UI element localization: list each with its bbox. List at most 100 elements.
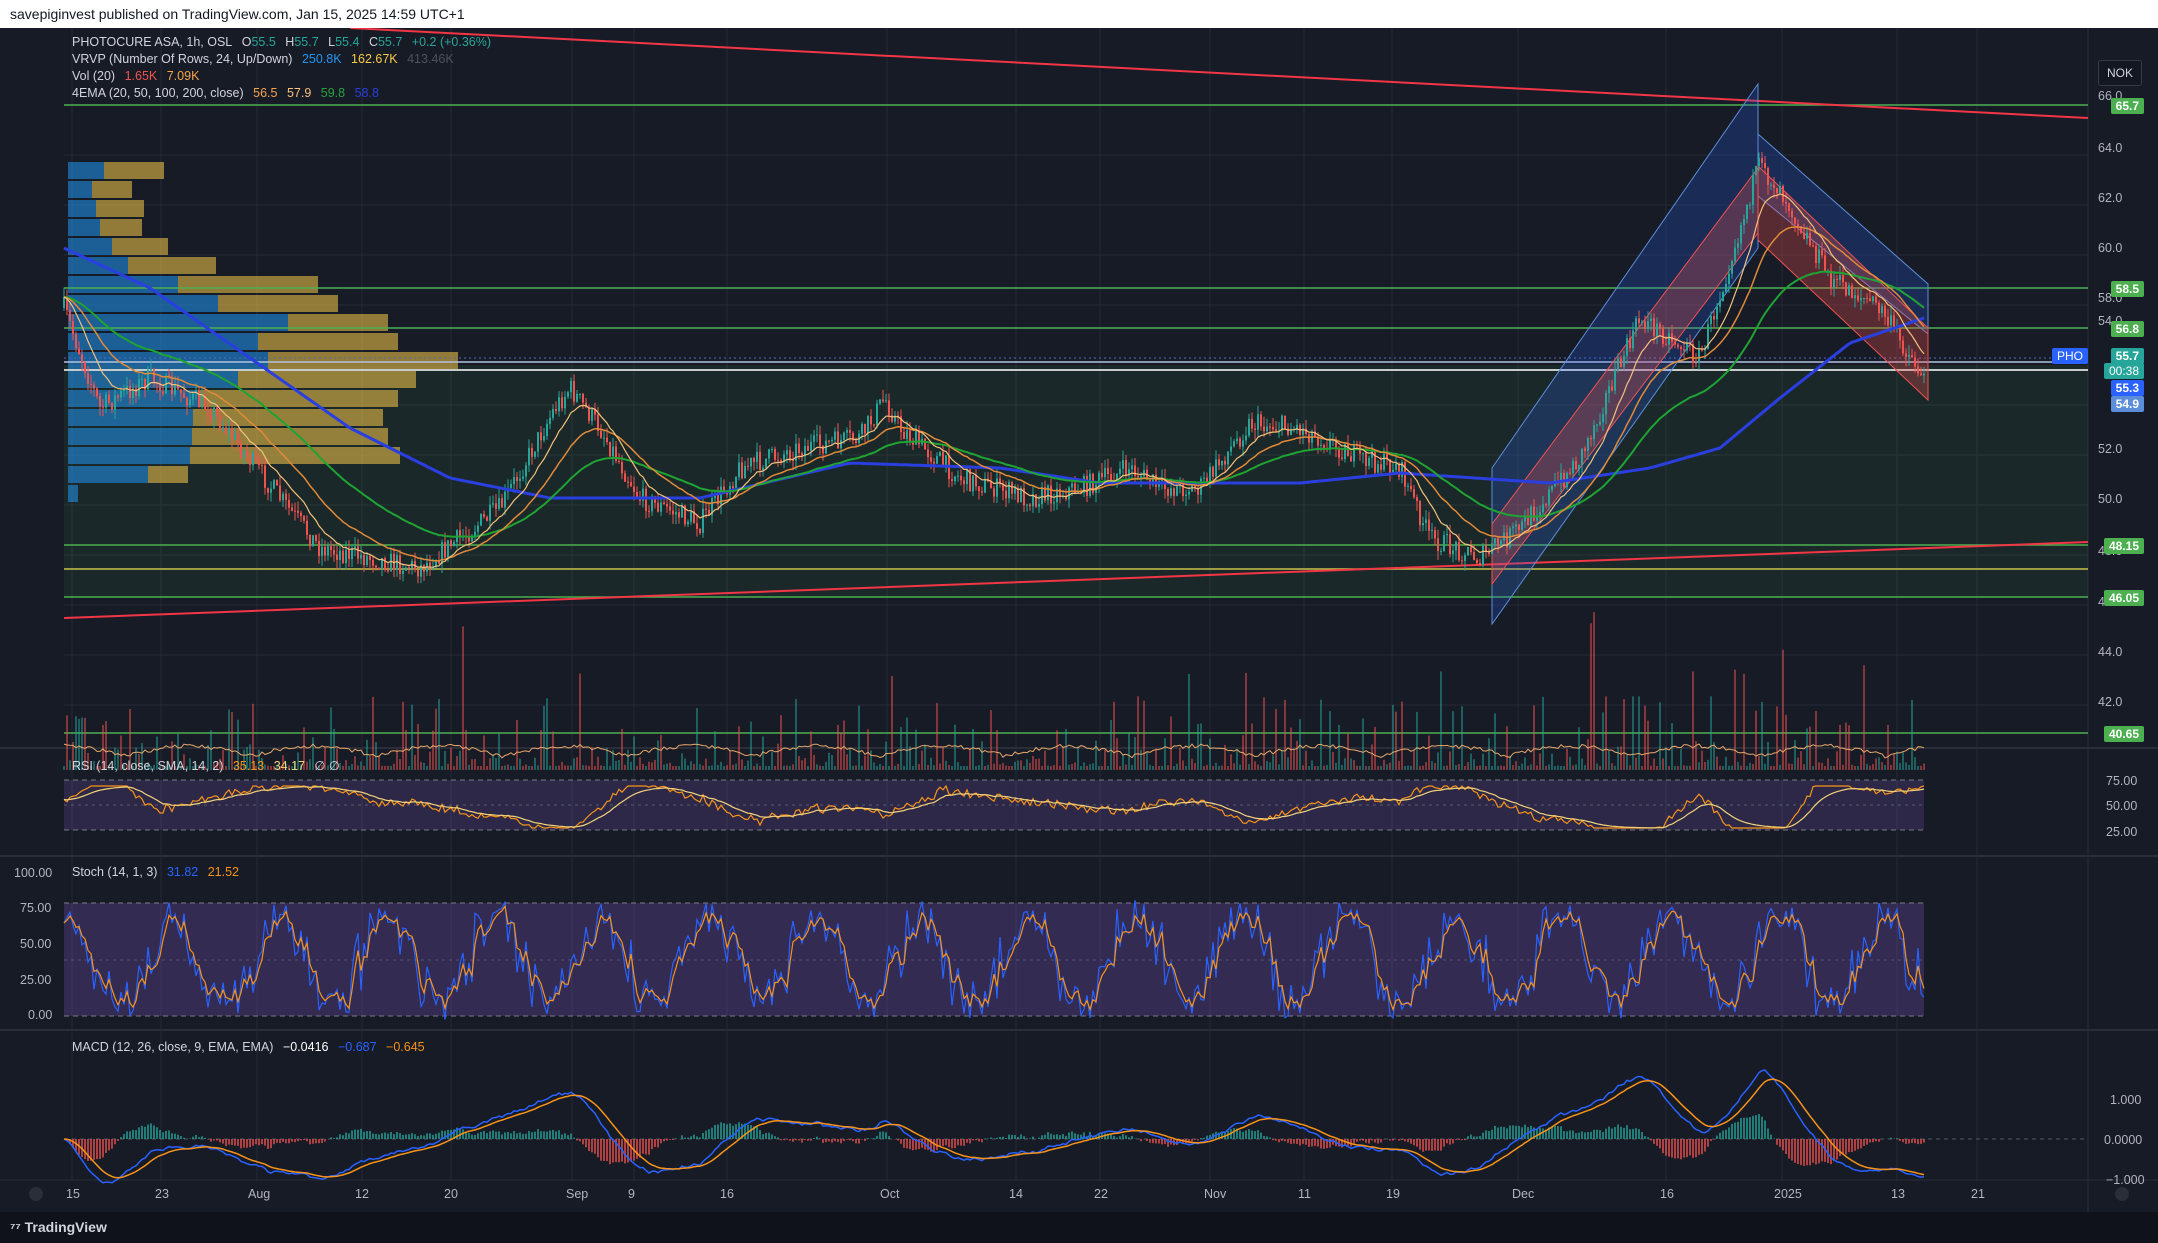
macd-hist-bar	[1329, 1139, 1331, 1148]
volume-bar	[1476, 765, 1478, 770]
vp-up-bar	[68, 466, 148, 483]
volume-bar	[84, 717, 86, 770]
macd-hist-bar	[348, 1133, 350, 1139]
volume-bar	[1719, 765, 1721, 770]
macd-hist-bar	[522, 1133, 524, 1139]
macd-hist-bar	[1473, 1136, 1475, 1139]
candle-body	[702, 508, 704, 533]
candle-body	[396, 555, 398, 570]
macd-hist-bar	[807, 1139, 809, 1141]
volume-bar	[459, 750, 461, 770]
macd-hist-bar	[1440, 1139, 1442, 1151]
macd-line[interactable]	[63, 1069, 1925, 1184]
legend-symbol[interactable]: PHOTOCURE ASA, 1h, OSL	[72, 35, 233, 49]
volume-bar	[876, 766, 878, 770]
macd-hist-bar	[1614, 1127, 1616, 1139]
ema-200-line[interactable]	[63, 246, 1925, 500]
rsi-line[interactable]	[63, 784, 1925, 829]
volume-bar	[252, 703, 254, 770]
legend-ema[interactable]: 4EMA (20, 50, 100, 200, close) 56.5 57.9…	[72, 86, 385, 100]
candle-body	[660, 502, 662, 512]
currency-button[interactable]: NOK	[2098, 60, 2142, 86]
volume-bar	[402, 701, 404, 770]
legend-rsi-title[interactable]: RSI (14, close, SMA, 14, 2)	[72, 759, 224, 773]
ema-50-line[interactable]	[63, 226, 1925, 562]
volume-bar	[1533, 705, 1535, 770]
ema-20-line[interactable]	[63, 193, 1925, 569]
legend-vrvp[interactable]: VRVP (Number Of Rows, 24, Up/Down) 250.8…	[72, 52, 460, 66]
macd-hist-bar	[1806, 1139, 1808, 1166]
volume-bar	[288, 765, 290, 770]
volume-bar	[1380, 765, 1382, 770]
volume-bar	[297, 752, 299, 770]
stoch-d-line[interactable]	[63, 904, 1925, 1012]
ema-100-line[interactable]	[63, 270, 1925, 538]
volume-bar	[582, 765, 584, 770]
volume-bar	[1221, 765, 1223, 770]
legend-vrvp-title[interactable]: VRVP (Number Of Rows, 24, Up/Down)	[72, 52, 293, 66]
macd-hist-bar	[480, 1131, 482, 1139]
volume-bar	[1782, 649, 1784, 770]
candle-body	[723, 486, 725, 493]
volume-bar	[141, 743, 143, 770]
volume-bar	[984, 765, 986, 770]
macd-hist-bar	[1674, 1139, 1676, 1159]
macd-hist-bar	[363, 1131, 365, 1139]
macd-hist-bar	[1392, 1139, 1394, 1141]
macd-signal-line[interactable]	[63, 1078, 1925, 1179]
legend-macd-title[interactable]: MACD (12, 26, close, 9, EMA, EMA)	[72, 1040, 274, 1054]
volume-bar	[1815, 711, 1817, 770]
legend-vol-title[interactable]: Vol (20)	[72, 69, 116, 83]
macd-hist-bar	[1563, 1131, 1565, 1139]
macd-hist-bar	[243, 1139, 245, 1148]
trendline-upper[interactable]	[349, 27, 2089, 119]
volume-bar	[1677, 765, 1679, 770]
macd-hist-bar	[498, 1131, 500, 1139]
candle-body	[1275, 429, 1277, 432]
legend-vol[interactable]: Vol (20) 1.65K 7.09K	[72, 69, 205, 83]
candle-body	[1806, 232, 1808, 239]
candle-body	[546, 423, 548, 437]
chart-canvas[interactable]: 66.0 64.0 62.0 60.0 58.0 54.0 52.0 50.0 …	[0, 27, 2158, 1218]
volume-bar	[756, 763, 758, 770]
volume-bar	[1215, 762, 1217, 770]
auto-scale-icon[interactable]	[2115, 1187, 2129, 1201]
volume-bar	[1035, 758, 1037, 770]
candle-body	[66, 297, 68, 310]
macd-hist-bar	[273, 1139, 275, 1145]
trendline-lower[interactable]	[63, 541, 2089, 619]
legend-stoch-title[interactable]: Stoch (14, 1, 3)	[72, 865, 158, 879]
candle-body	[1221, 460, 1223, 466]
macd-hist-bar	[222, 1139, 224, 1144]
legend-ema-title[interactable]: 4EMA (20, 50, 100, 200, close)	[72, 86, 244, 100]
macd-hist-bar	[1431, 1139, 1433, 1151]
macd-hist-bar	[1815, 1139, 1817, 1165]
macd-hist-bar	[228, 1139, 230, 1145]
stoch-k-line[interactable]	[63, 900, 1925, 1020]
candle-body	[606, 437, 608, 443]
candle-body	[1722, 291, 1724, 301]
legend-main[interactable]: PHOTOCURE ASA, 1h, OSL O55.5 H55.7 L55.4…	[72, 35, 497, 49]
candle-body	[960, 475, 962, 481]
volume-bar	[804, 758, 806, 770]
price-axis-label: 62.0	[2098, 191, 2122, 205]
tradingview-logo[interactable]: ⁷⁷ TradingView	[10, 1219, 107, 1235]
volume-bar	[225, 765, 227, 770]
candle-body	[141, 379, 143, 381]
legend-rsi[interactable]: RSI (14, close, SMA, 14, 2) 35.13 34.17 …	[72, 758, 346, 773]
rsi-ma-line[interactable]	[63, 786, 1925, 829]
macd-hist-bar	[384, 1132, 386, 1139]
timezone-icon[interactable]	[29, 1187, 43, 1201]
candle-body	[1710, 315, 1712, 325]
time-axis[interactable]: 15 23 Aug 12 20 Sep 9 16 Oct 14 22 Nov 1…	[66, 1187, 1985, 1201]
chart-area[interactable]: 66.0 64.0 62.0 60.0 58.0 54.0 52.0 50.0 …	[0, 27, 2158, 1218]
volume-bar	[279, 765, 281, 770]
volume-bar	[246, 746, 248, 770]
macd-hist-bar	[75, 1139, 77, 1153]
volume-bar	[144, 765, 146, 770]
macd-hist-bar	[1710, 1139, 1712, 1142]
legend-stoch[interactable]: Stoch (14, 1, 3) 31.82 21.52	[72, 865, 245, 879]
candle-body	[222, 427, 224, 430]
legend-macd[interactable]: MACD (12, 26, close, 9, EMA, EMA) −0.041…	[72, 1040, 431, 1054]
macd-hist-bar	[1146, 1139, 1148, 1141]
